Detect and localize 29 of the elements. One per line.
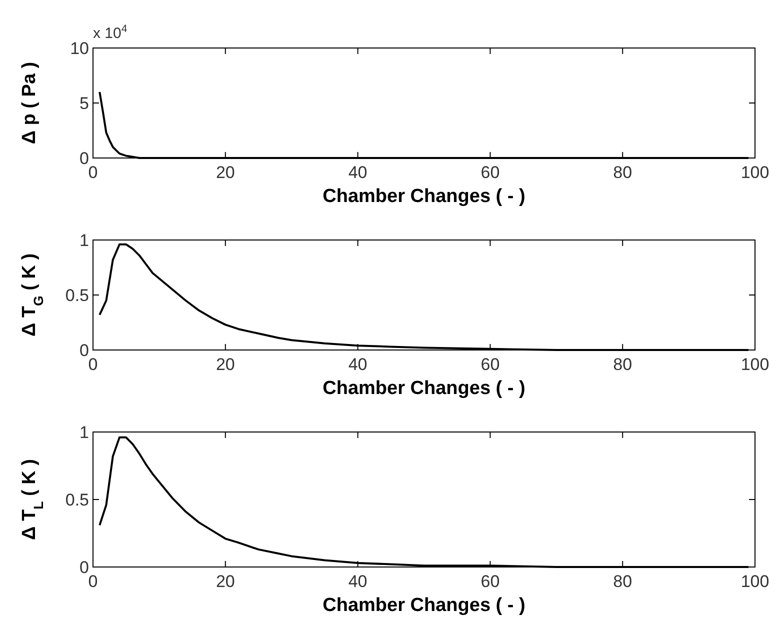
y-tick-label: 0: [80, 558, 89, 577]
y-axis-title: Δ p ( Pa ): [19, 62, 40, 144]
x-tick-label: 20: [216, 572, 235, 591]
x-axis-title: Chamber Changes ( - ): [322, 378, 526, 399]
y-tick-label: 5: [80, 94, 89, 113]
x-tick-label: 100: [740, 355, 770, 374]
y-tick-label: 0.5: [65, 490, 89, 510]
x-axis-title: Chamber Changes ( - ): [322, 595, 526, 616]
text: x 10$^{4}$: [93, 23, 128, 42]
x-tick-label: 80: [613, 355, 632, 374]
y-tick-label: 1: [80, 231, 89, 250]
x-tick-label: 80: [613, 572, 632, 591]
x-tick-label: 40: [348, 163, 368, 182]
y-tick-label: 1: [80, 423, 89, 442]
x-tick-label: 40: [348, 355, 368, 374]
y-tick-label: 0: [80, 341, 89, 360]
x-tick-label: 60: [480, 355, 500, 374]
y-tick-label: 0.5: [65, 286, 89, 305]
x-tick-label: 100: [740, 163, 770, 182]
x-tick-label: 40: [348, 572, 368, 591]
y-tick-label: 10: [70, 39, 89, 58]
x-axis-title: Chamber Changes ( - ): [322, 186, 526, 207]
x-tick-label: 80: [613, 163, 632, 182]
x-tick-label: 60: [480, 572, 500, 591]
x-tick-label: 60: [480, 163, 500, 182]
y-tick-label: 0: [80, 149, 89, 168]
x-tick-label: 20: [216, 163, 235, 182]
x-tick-label: 100: [740, 572, 770, 591]
x-tick-label: 20: [216, 355, 235, 374]
